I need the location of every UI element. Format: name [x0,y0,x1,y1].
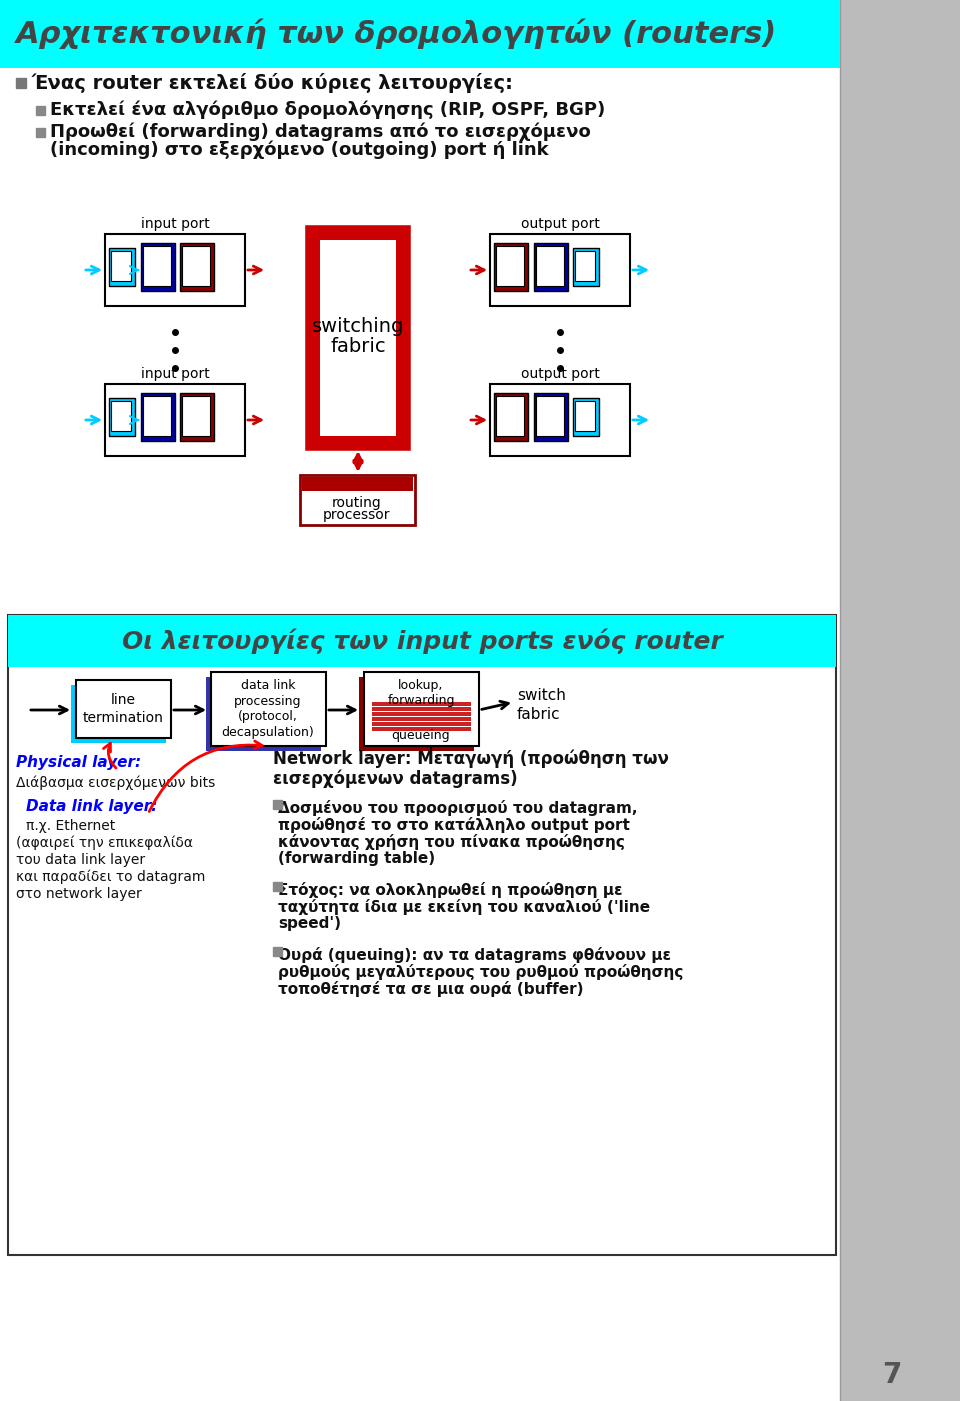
Text: Οι λειτουργίες των input ports ενός router: Οι λειτουργίες των input ports ενός rout… [122,628,723,654]
Text: Physical layer:: Physical layer: [16,755,141,771]
Bar [109,248,135,286]
Bar [182,396,210,436]
Text: queueing: queueing [392,729,450,743]
Text: προώθησέ το στο κατάλληλο output port: προώθησέ το στο κατάλληλο output port [278,817,630,834]
Bar [534,394,568,441]
Text: ταχύτητα ίδια με εκείνη του καναλιού ('line: ταχύτητα ίδια με εκείνη του καναλιού ('l… [278,899,650,915]
Bar [105,384,245,455]
Bar [496,396,524,436]
Bar [16,78,26,88]
Bar [372,717,471,722]
Text: Αρχιτεκτονική των δρομολογητών (routers): Αρχιτεκτονική των δρομολογητών (routers) [16,18,778,49]
Bar [308,228,320,448]
Bar [320,228,396,240]
Bar [111,251,131,282]
Text: τοποθέτησέ τα σε μια ουρά (buffer): τοποθέτησέ τα σε μια ουρά (buffer) [278,981,584,998]
Bar [273,883,282,891]
Bar [320,436,396,448]
Bar [105,234,245,305]
Bar [0,0,840,69]
Bar [372,722,471,726]
Text: switching: switching [312,317,404,335]
Text: speed'): speed') [278,916,341,932]
Bar [71,685,166,743]
Bar [180,242,214,291]
Bar [494,394,528,441]
Bar [211,672,326,745]
Text: routing: routing [332,496,382,510]
Bar [840,0,960,1401]
Text: κάνοντας χρήση του πίνακα προώθησης: κάνοντας χρήση του πίνακα προώθησης [278,834,625,850]
Bar [182,247,210,286]
Bar [273,947,282,955]
Text: Data link layer:: Data link layer: [26,799,157,814]
Bar [372,702,471,706]
Bar [575,401,595,432]
Text: lookup,
forwarding: lookup, forwarding [387,679,455,708]
Bar [494,242,528,291]
Text: input port: input port [140,367,209,381]
Bar [273,800,282,808]
Text: Εκτελεί ένα αλγόριθμο δρομολόγησης (RIP, OSPF, BGP): Εκτελεί ένα αλγόριθμο δρομολόγησης (RIP,… [50,101,605,119]
Bar [76,679,171,738]
Bar [8,615,836,1255]
Bar [111,401,131,432]
Bar [573,248,599,286]
Text: line
termination: line termination [83,693,163,724]
Bar [180,394,214,441]
Text: και παραδίδει το datagram: και παραδίδει το datagram [16,870,205,884]
Text: (incoming) στο εξερχόμενο (outgoing) port ή link: (incoming) στο εξερχόμενο (outgoing) por… [50,140,548,160]
Bar [36,106,45,115]
Text: input port: input port [140,217,209,231]
Text: 7: 7 [882,1360,901,1388]
Text: Ένας router εκτελεί δύο κύριες λειτουργίες:: Ένας router εκτελεί δύο κύριες λειτουργί… [32,73,514,92]
Bar [490,234,630,305]
Bar [536,396,564,436]
Text: (forwarding table): (forwarding table) [278,850,435,866]
Bar [534,242,568,291]
Text: Network layer: Μεταγωγή (προώθηση των: Network layer: Μεταγωγή (προώθηση των [273,750,669,769]
Bar [141,242,175,291]
Text: fabric: fabric [330,336,386,356]
Bar [372,708,471,710]
Bar [300,475,415,525]
Text: ρυθμούς μεγαλύτερους του ρυθμού προώθησης: ρυθμούς μεγαλύτερους του ρυθμού προώθηση… [278,964,684,981]
Text: (αφαιρεί την επικεφαλίδα: (αφαιρεί την επικεφαλίδα [16,836,193,850]
Text: switch
fabric: switch fabric [517,688,565,722]
Bar [490,384,630,455]
Bar [536,247,564,286]
Text: output port: output port [520,217,599,231]
Bar [141,394,175,441]
Text: Ουρά (queuing): αν τα datagrams φθάνουν με: Ουρά (queuing): αν τα datagrams φθάνουν … [278,947,671,962]
Bar [8,615,836,667]
Bar [372,712,471,716]
Bar [109,398,135,436]
Bar [206,677,321,751]
Bar [36,127,45,137]
Text: Προωθεί (forwarding) datagrams από το εισερχόμενο: Προωθεί (forwarding) datagrams από το ει… [50,123,590,142]
Bar [575,251,595,282]
Bar [143,247,171,286]
Text: data link
processing
(protocol,
decapsulation): data link processing (protocol, decapsul… [222,679,314,738]
Bar [496,247,524,286]
Bar [308,228,408,448]
Text: Διάβασμα εισερχόμενων bits: Διάβασμα εισερχόμενων bits [16,775,215,790]
Bar [359,677,474,751]
Bar [364,672,479,745]
Text: του data link layer: του data link layer [16,853,145,867]
Bar [573,398,599,436]
Bar [372,727,471,731]
Text: εισερχόμενων datagrams): εισερχόμενων datagrams) [273,771,517,789]
Text: Στόχος: να ολοκληρωθεί η προώθηση με: Στόχος: να ολοκληρωθεί η προώθηση με [278,883,622,898]
Text: Δοσμένου του προορισμού του datagram,: Δοσμένου του προορισμού του datagram, [278,800,637,815]
Bar [143,396,171,436]
Bar [302,476,413,490]
Text: στο network layer: στο network layer [16,887,142,901]
Bar [396,228,408,448]
Text: processor: processor [324,509,391,523]
Text: π.χ. Ethernet: π.χ. Ethernet [26,820,115,834]
Text: output port: output port [520,367,599,381]
